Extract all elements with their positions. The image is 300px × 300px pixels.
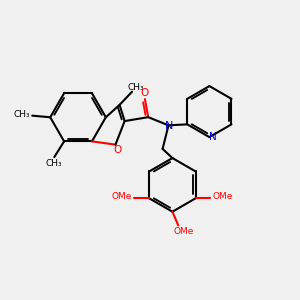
Text: OMe: OMe <box>213 193 233 202</box>
Text: OMe: OMe <box>112 193 132 202</box>
Text: N: N <box>209 132 217 142</box>
Text: CH₃: CH₃ <box>128 83 144 92</box>
Text: OMe: OMe <box>173 227 194 236</box>
Text: CH₃: CH₃ <box>46 159 63 168</box>
Text: N: N <box>165 121 174 131</box>
Text: O: O <box>141 88 149 98</box>
Text: CH₃: CH₃ <box>14 110 30 118</box>
Text: O: O <box>113 145 121 155</box>
